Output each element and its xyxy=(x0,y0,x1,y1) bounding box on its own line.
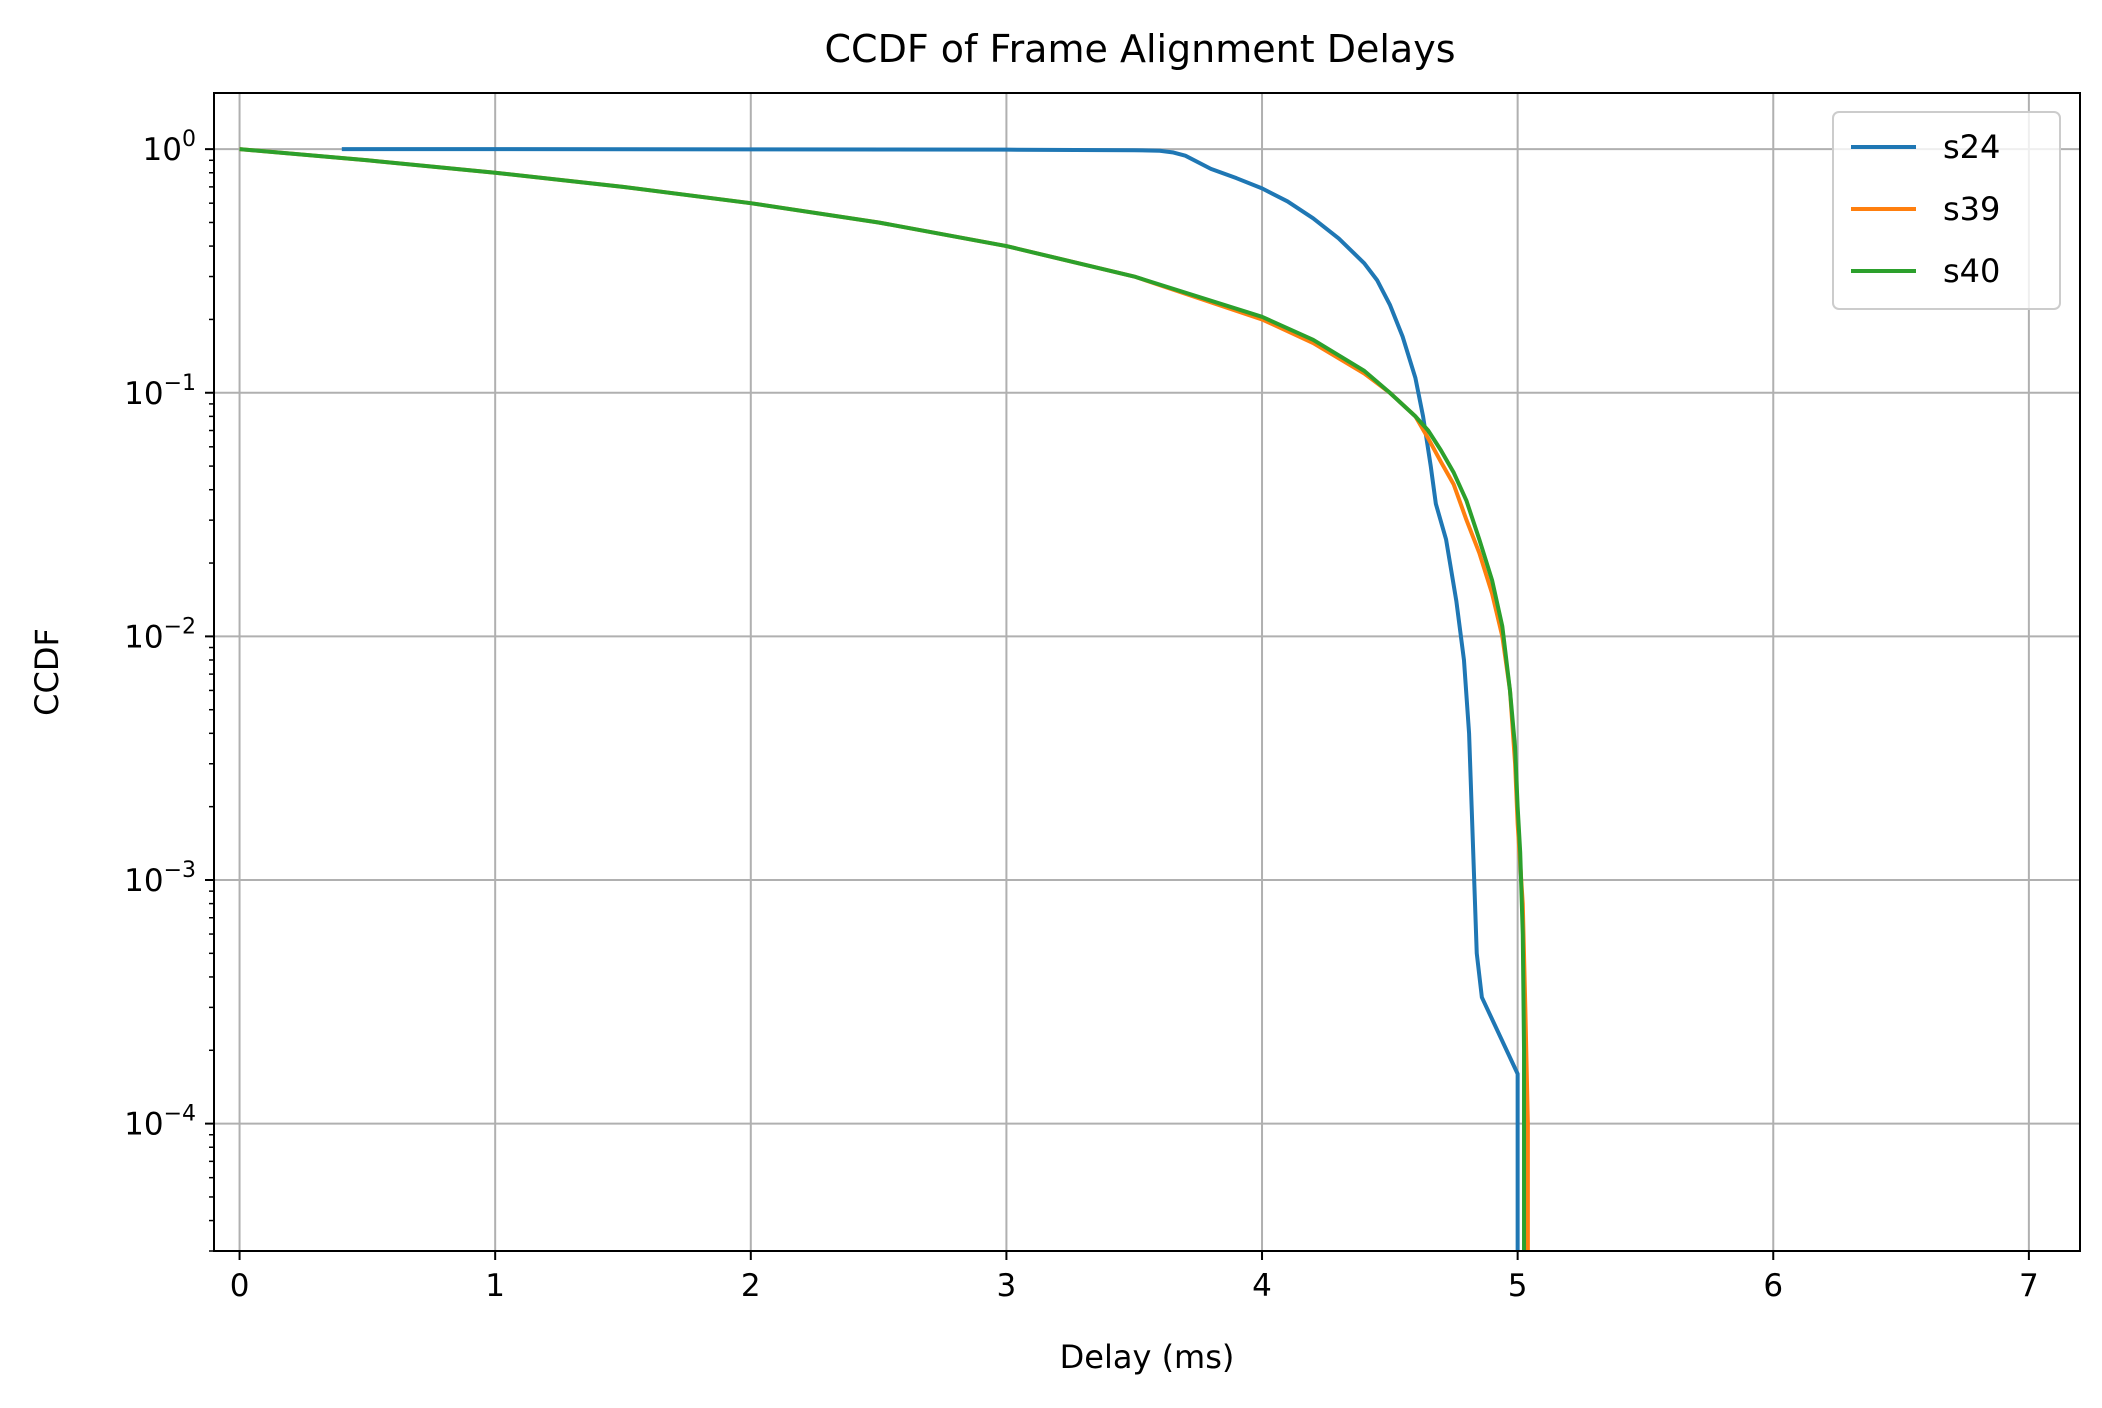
y-tick-exponent: −3 xyxy=(164,858,196,883)
y-tick-base: 10 xyxy=(143,132,182,168)
y-tick-exponent: −4 xyxy=(164,1102,196,1127)
legend-label-s39: s39 xyxy=(1943,190,2000,228)
y-tick-label: 10−2 xyxy=(124,614,196,655)
y-tick-base: 10 xyxy=(124,863,163,899)
x-tick-label: 6 xyxy=(1763,1268,1783,1304)
y-tick-exponent: −2 xyxy=(164,614,196,639)
series-line-s40 xyxy=(239,147,1527,1251)
y-tick-label: 100 xyxy=(143,127,196,168)
x-tick-label: 3 xyxy=(997,1268,1017,1304)
x-tick-label: 2 xyxy=(741,1268,761,1304)
x-tick-label: 7 xyxy=(2019,1268,2039,1304)
y-tick-label: 10−4 xyxy=(124,1102,196,1143)
legend: s24 s39 s40 xyxy=(1832,111,2061,310)
y-tick-label: 10−3 xyxy=(124,858,196,899)
legend-label-s40: s40 xyxy=(1943,252,2000,290)
y-tick-exponent: 0 xyxy=(182,127,196,152)
legend-box xyxy=(1832,111,2061,310)
series-line-s24 xyxy=(341,147,1520,1251)
y-tick-base: 10 xyxy=(124,376,163,412)
y-axis-label: CCDF xyxy=(28,628,66,716)
plot-frame xyxy=(213,92,2081,1252)
x-tick-label: 5 xyxy=(1508,1268,1528,1304)
legend-label-s24: s24 xyxy=(1943,128,2000,166)
x-tick-label: 0 xyxy=(230,1268,250,1304)
y-tick-exponent: −1 xyxy=(164,371,196,396)
y-tick-base: 10 xyxy=(124,1107,163,1143)
x-tick-label: 1 xyxy=(485,1268,505,1304)
y-tick-label: 10−1 xyxy=(124,371,196,412)
chart-title: CCDF of Frame Alignment Delays xyxy=(825,27,1456,71)
y-tick-base: 10 xyxy=(124,619,163,655)
x-tick-label: 4 xyxy=(1252,1268,1272,1304)
x-axis-label: Delay (ms) xyxy=(1060,1338,1235,1376)
series-lines xyxy=(239,147,1530,1251)
